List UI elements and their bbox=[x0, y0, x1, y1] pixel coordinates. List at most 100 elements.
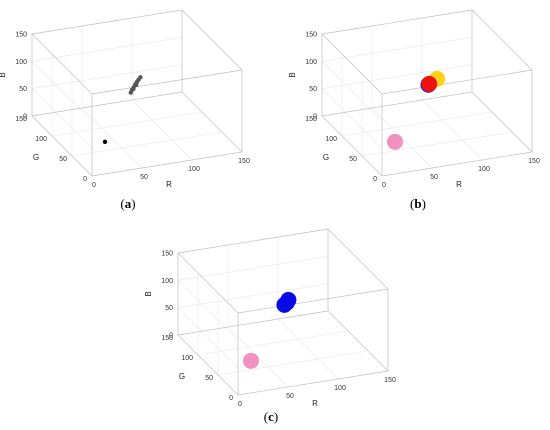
axis-box-edge bbox=[321, 115, 383, 177]
axis-box-edge bbox=[237, 370, 389, 396]
grid-line bbox=[321, 88, 383, 149]
axis-box-edge bbox=[381, 151, 533, 177]
grid-line bbox=[217, 350, 369, 376]
y-tick-label: 100 bbox=[325, 136, 337, 143]
axis-box-edge bbox=[177, 334, 239, 396]
y-tick-label: 100 bbox=[35, 136, 47, 143]
y-tick-label: 0 bbox=[229, 395, 233, 402]
y-tick-label: 150 bbox=[305, 116, 317, 123]
z-tick-label: 100 bbox=[15, 59, 27, 66]
z-tick-label: 0 bbox=[169, 333, 173, 340]
panel-label: (b) bbox=[410, 196, 426, 211]
grid-line bbox=[177, 283, 329, 308]
z-tick-label: 100 bbox=[161, 278, 173, 285]
data-point bbox=[243, 352, 259, 369]
z-tick-label: 0 bbox=[313, 114, 317, 121]
axis-box-edge bbox=[321, 33, 383, 95]
x-tick-label: 150 bbox=[238, 158, 250, 165]
z-axis-label: B bbox=[0, 72, 7, 77]
series-2 bbox=[243, 352, 259, 369]
grid-line bbox=[131, 99, 193, 161]
x-tick-label: 50 bbox=[430, 174, 438, 181]
x-axis-label: R bbox=[312, 399, 318, 408]
y-tick-label: 150 bbox=[15, 116, 27, 123]
grid-line bbox=[421, 99, 483, 161]
z-axis-label: B bbox=[144, 291, 153, 296]
y-tick-label: 150 bbox=[161, 335, 173, 342]
y-tick-label: 50 bbox=[349, 156, 357, 163]
grid-line bbox=[321, 61, 383, 122]
grid-line bbox=[71, 131, 223, 157]
y-tick-label: 50 bbox=[59, 156, 67, 163]
axis-box-edge bbox=[91, 151, 243, 177]
axis-box-edge bbox=[471, 9, 533, 71]
data-point bbox=[387, 133, 403, 150]
z-tick-label: 150 bbox=[161, 251, 173, 258]
x-tick-label: 0 bbox=[238, 401, 242, 408]
z-axis-label: B bbox=[288, 72, 297, 77]
z-tick-label: 50 bbox=[309, 86, 317, 93]
axis-box-edge bbox=[31, 33, 93, 95]
axis-box-edge bbox=[31, 9, 183, 35]
grid-line bbox=[81, 107, 143, 169]
grid-line bbox=[361, 131, 513, 157]
grid-line bbox=[197, 330, 349, 356]
series-1 bbox=[276, 291, 297, 313]
y-tick-label: 50 bbox=[205, 375, 213, 382]
axis-box-edge bbox=[31, 91, 183, 117]
grid-line bbox=[31, 37, 183, 62]
axis-box-edge bbox=[381, 69, 533, 95]
axis-box-edge bbox=[181, 91, 243, 153]
x-tick-label: 50 bbox=[286, 393, 294, 400]
data-point bbox=[278, 294, 295, 311]
z-tick-label: 50 bbox=[19, 86, 27, 93]
y-tick-label: 0 bbox=[83, 176, 87, 183]
grid-line bbox=[177, 307, 239, 368]
series-1 bbox=[128, 75, 143, 95]
axis-box-edge bbox=[237, 288, 389, 314]
z-tick-label: 150 bbox=[305, 32, 317, 39]
data-point bbox=[131, 86, 136, 92]
y-axis-label: G bbox=[33, 153, 39, 162]
series-2 bbox=[102, 139, 108, 145]
x-tick-label: 150 bbox=[384, 377, 396, 384]
axis-box-edge bbox=[327, 310, 389, 372]
grid-line bbox=[31, 61, 93, 122]
axis-box-edge bbox=[181, 9, 243, 71]
panel-label: (a) bbox=[120, 196, 135, 211]
axis-box-edge bbox=[471, 91, 533, 153]
data-point bbox=[138, 75, 143, 80]
axis-box-edge bbox=[327, 228, 389, 290]
x-axis-label: R bbox=[166, 180, 172, 189]
z-tick-label: 0 bbox=[23, 114, 27, 121]
grid-line bbox=[321, 64, 473, 89]
axis-box-edge bbox=[177, 228, 329, 254]
x-tick-label: 100 bbox=[188, 166, 200, 173]
grid-line bbox=[277, 318, 339, 380]
grid-line bbox=[31, 88, 93, 149]
data-point bbox=[134, 82, 139, 88]
series-4 bbox=[387, 133, 403, 150]
y-axis-label: G bbox=[323, 153, 329, 162]
grid-line bbox=[341, 111, 493, 137]
y-axis-label: G bbox=[179, 372, 185, 381]
grid-line bbox=[177, 256, 329, 281]
data-point bbox=[421, 75, 438, 92]
x-tick-label: 100 bbox=[478, 166, 490, 173]
y-tick-label: 100 bbox=[181, 355, 193, 362]
axis-box-edge bbox=[31, 115, 93, 177]
z-tick-label: 150 bbox=[15, 32, 27, 39]
z-tick-label: 100 bbox=[305, 59, 317, 66]
grid-line bbox=[51, 111, 203, 137]
x-tick-label: 0 bbox=[382, 182, 386, 189]
data-point bbox=[102, 139, 108, 145]
grid-line bbox=[321, 37, 473, 62]
grid-line bbox=[177, 280, 239, 341]
x-tick-label: 50 bbox=[140, 174, 148, 181]
axis-box-edge bbox=[321, 9, 473, 35]
grid-line bbox=[31, 64, 183, 89]
axis-box-edge bbox=[91, 69, 243, 95]
